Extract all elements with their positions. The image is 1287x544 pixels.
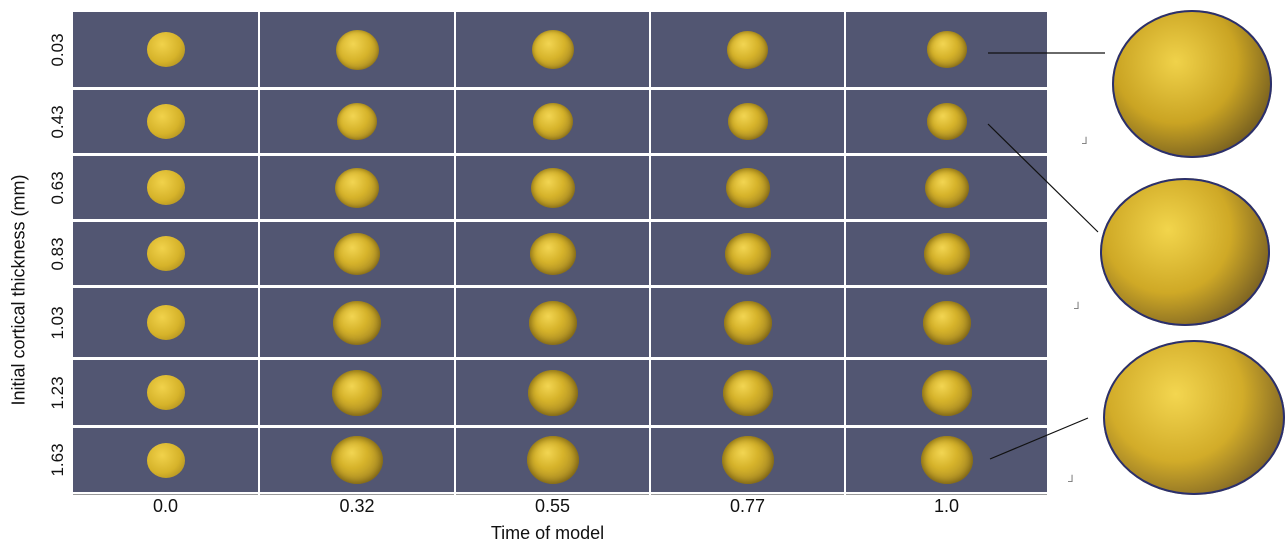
brain-surface-blob bbox=[527, 436, 579, 484]
simulation-panel bbox=[651, 90, 844, 153]
simulation-panel bbox=[846, 288, 1047, 357]
simulation-panel bbox=[456, 288, 649, 357]
simulation-panel bbox=[73, 156, 258, 219]
brain-surface-blob bbox=[722, 436, 774, 484]
simulation-panel bbox=[73, 428, 258, 492]
simulation-panel bbox=[846, 428, 1047, 492]
brain-surface-blob bbox=[923, 301, 971, 345]
axes-triad-icon: ⅃ bbox=[1082, 136, 1088, 147]
column-label: 0.0 bbox=[152, 496, 179, 516]
connector-line-bottom bbox=[989, 417, 1089, 460]
simulation-panel bbox=[846, 12, 1047, 87]
simulation-panel bbox=[651, 222, 844, 285]
brain-surface-blob bbox=[727, 31, 768, 69]
column-label: 0.77 bbox=[729, 496, 766, 516]
zoom-inset-coarse-folds bbox=[1103, 340, 1285, 495]
brain-surface-blob bbox=[147, 236, 185, 271]
connector-line-middle bbox=[987, 123, 1099, 233]
simulation-panel bbox=[456, 12, 649, 87]
brain-surface-blob bbox=[336, 30, 379, 70]
brain-surface-blob bbox=[147, 32, 185, 67]
brain-surface-blob bbox=[927, 31, 967, 68]
brain-surface-blob bbox=[921, 436, 973, 484]
simulation-panel bbox=[846, 360, 1047, 425]
column-underline bbox=[456, 494, 649, 495]
simulation-panel bbox=[73, 288, 258, 357]
brain-surface-blob bbox=[927, 103, 967, 140]
simulation-panel bbox=[456, 428, 649, 492]
brain-surface-blob bbox=[925, 168, 969, 208]
brain-surface-blob bbox=[147, 305, 185, 340]
brain-surface-blob bbox=[147, 104, 185, 139]
brain-surface-blob bbox=[922, 370, 972, 416]
simulation-panel bbox=[846, 156, 1047, 219]
simulation-panel bbox=[73, 12, 258, 87]
brain-surface-blob bbox=[533, 103, 573, 140]
simulation-panel bbox=[456, 360, 649, 425]
simulation-panel bbox=[73, 222, 258, 285]
brain-surface-blob bbox=[532, 30, 574, 69]
axes-triad-icon: ⅃ bbox=[1068, 474, 1074, 485]
brain-surface-blob bbox=[924, 233, 970, 275]
simulation-panel bbox=[73, 90, 258, 153]
simulation-panel bbox=[456, 156, 649, 219]
brain-surface-blob bbox=[333, 301, 381, 345]
simulation-panel bbox=[456, 222, 649, 285]
simulation-panel bbox=[651, 360, 844, 425]
brain-surface-blob bbox=[723, 370, 773, 416]
simulation-panel bbox=[260, 12, 454, 87]
brain-surface-blob bbox=[726, 168, 770, 208]
simulation-panel bbox=[260, 222, 454, 285]
brain-surface-blob bbox=[334, 233, 380, 275]
simulation-panel bbox=[651, 156, 844, 219]
simulation-panel bbox=[651, 288, 844, 357]
column-label: 0.55 bbox=[534, 496, 571, 516]
brain-surface-blob bbox=[529, 301, 577, 345]
brain-surface-blob bbox=[147, 170, 185, 205]
axes-triad-icon: ⅃ bbox=[1074, 301, 1080, 312]
simulation-panel bbox=[846, 222, 1047, 285]
brain-surface-blob bbox=[728, 103, 768, 140]
brain-surface-blob bbox=[725, 233, 771, 275]
column-underline bbox=[651, 494, 844, 495]
brain-surface-blob bbox=[331, 436, 383, 484]
simulation-panel bbox=[260, 156, 454, 219]
simulation-panel bbox=[260, 428, 454, 492]
brain-surface-blob bbox=[337, 103, 377, 140]
simulation-panel bbox=[651, 12, 844, 87]
zoom-inset-medium-folds bbox=[1100, 178, 1270, 326]
brain-surface-blob bbox=[531, 168, 575, 208]
simulation-panel bbox=[73, 360, 258, 425]
simulation-panel bbox=[651, 428, 844, 492]
simulation-panel bbox=[260, 90, 454, 153]
brain-surface-blob bbox=[147, 443, 185, 478]
x-axis-label: Time of model bbox=[490, 523, 605, 543]
brain-surface-blob bbox=[147, 375, 185, 410]
column-underline bbox=[260, 494, 454, 495]
brain-surface-blob bbox=[335, 168, 379, 208]
brain-surface-blob bbox=[724, 301, 772, 345]
simulation-panel bbox=[260, 360, 454, 425]
column-underline bbox=[846, 494, 1047, 495]
column-label: 0.32 bbox=[339, 496, 375, 516]
simulation-panel bbox=[846, 90, 1047, 153]
simulation-panel bbox=[260, 288, 454, 357]
brain-surface-blob bbox=[332, 370, 382, 416]
simulation-panel bbox=[456, 90, 649, 153]
brain-surface-blob bbox=[530, 233, 576, 275]
column-label: 1.0 bbox=[933, 496, 960, 516]
brain-surface-blob bbox=[528, 370, 578, 416]
column-underline bbox=[73, 494, 258, 495]
zoom-inset-fine-folds bbox=[1112, 10, 1272, 158]
